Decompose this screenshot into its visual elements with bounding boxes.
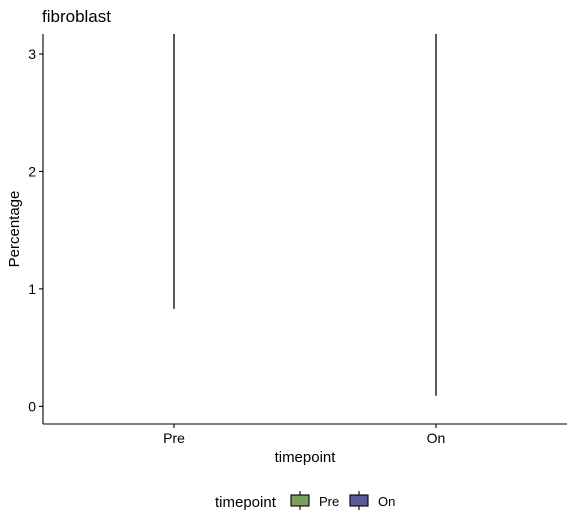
x-tick-label: On — [427, 430, 446, 446]
y-tick-label: 0 — [28, 398, 36, 414]
y-tick-label: 3 — [28, 46, 36, 62]
plot-area: 0 1 2 3 Pre On — [28, 34, 567, 446]
legend-key-swatch — [290, 494, 310, 507]
legend-title: timepoint — [215, 494, 277, 511]
x-axis-title: timepoint — [275, 449, 337, 466]
x-axis-ticks: Pre On — [163, 424, 445, 446]
chart-title: fibroblast — [42, 7, 111, 26]
legend-label: Pre — [319, 494, 339, 509]
legend-key-swatch — [349, 494, 369, 507]
y-tick-label: 1 — [28, 281, 36, 297]
legend-item-on: On — [349, 491, 395, 510]
legend: timepoint Pre On — [215, 491, 395, 511]
legend-label: On — [378, 494, 395, 509]
legend-item-pre: Pre — [290, 491, 339, 510]
y-axis-title: Percentage — [6, 191, 23, 268]
x-tick-label: Pre — [163, 430, 185, 446]
y-tick-label: 2 — [28, 163, 36, 179]
y-axis-ticks: 0 1 2 3 — [28, 46, 43, 414]
series-marks — [173, 34, 437, 396]
